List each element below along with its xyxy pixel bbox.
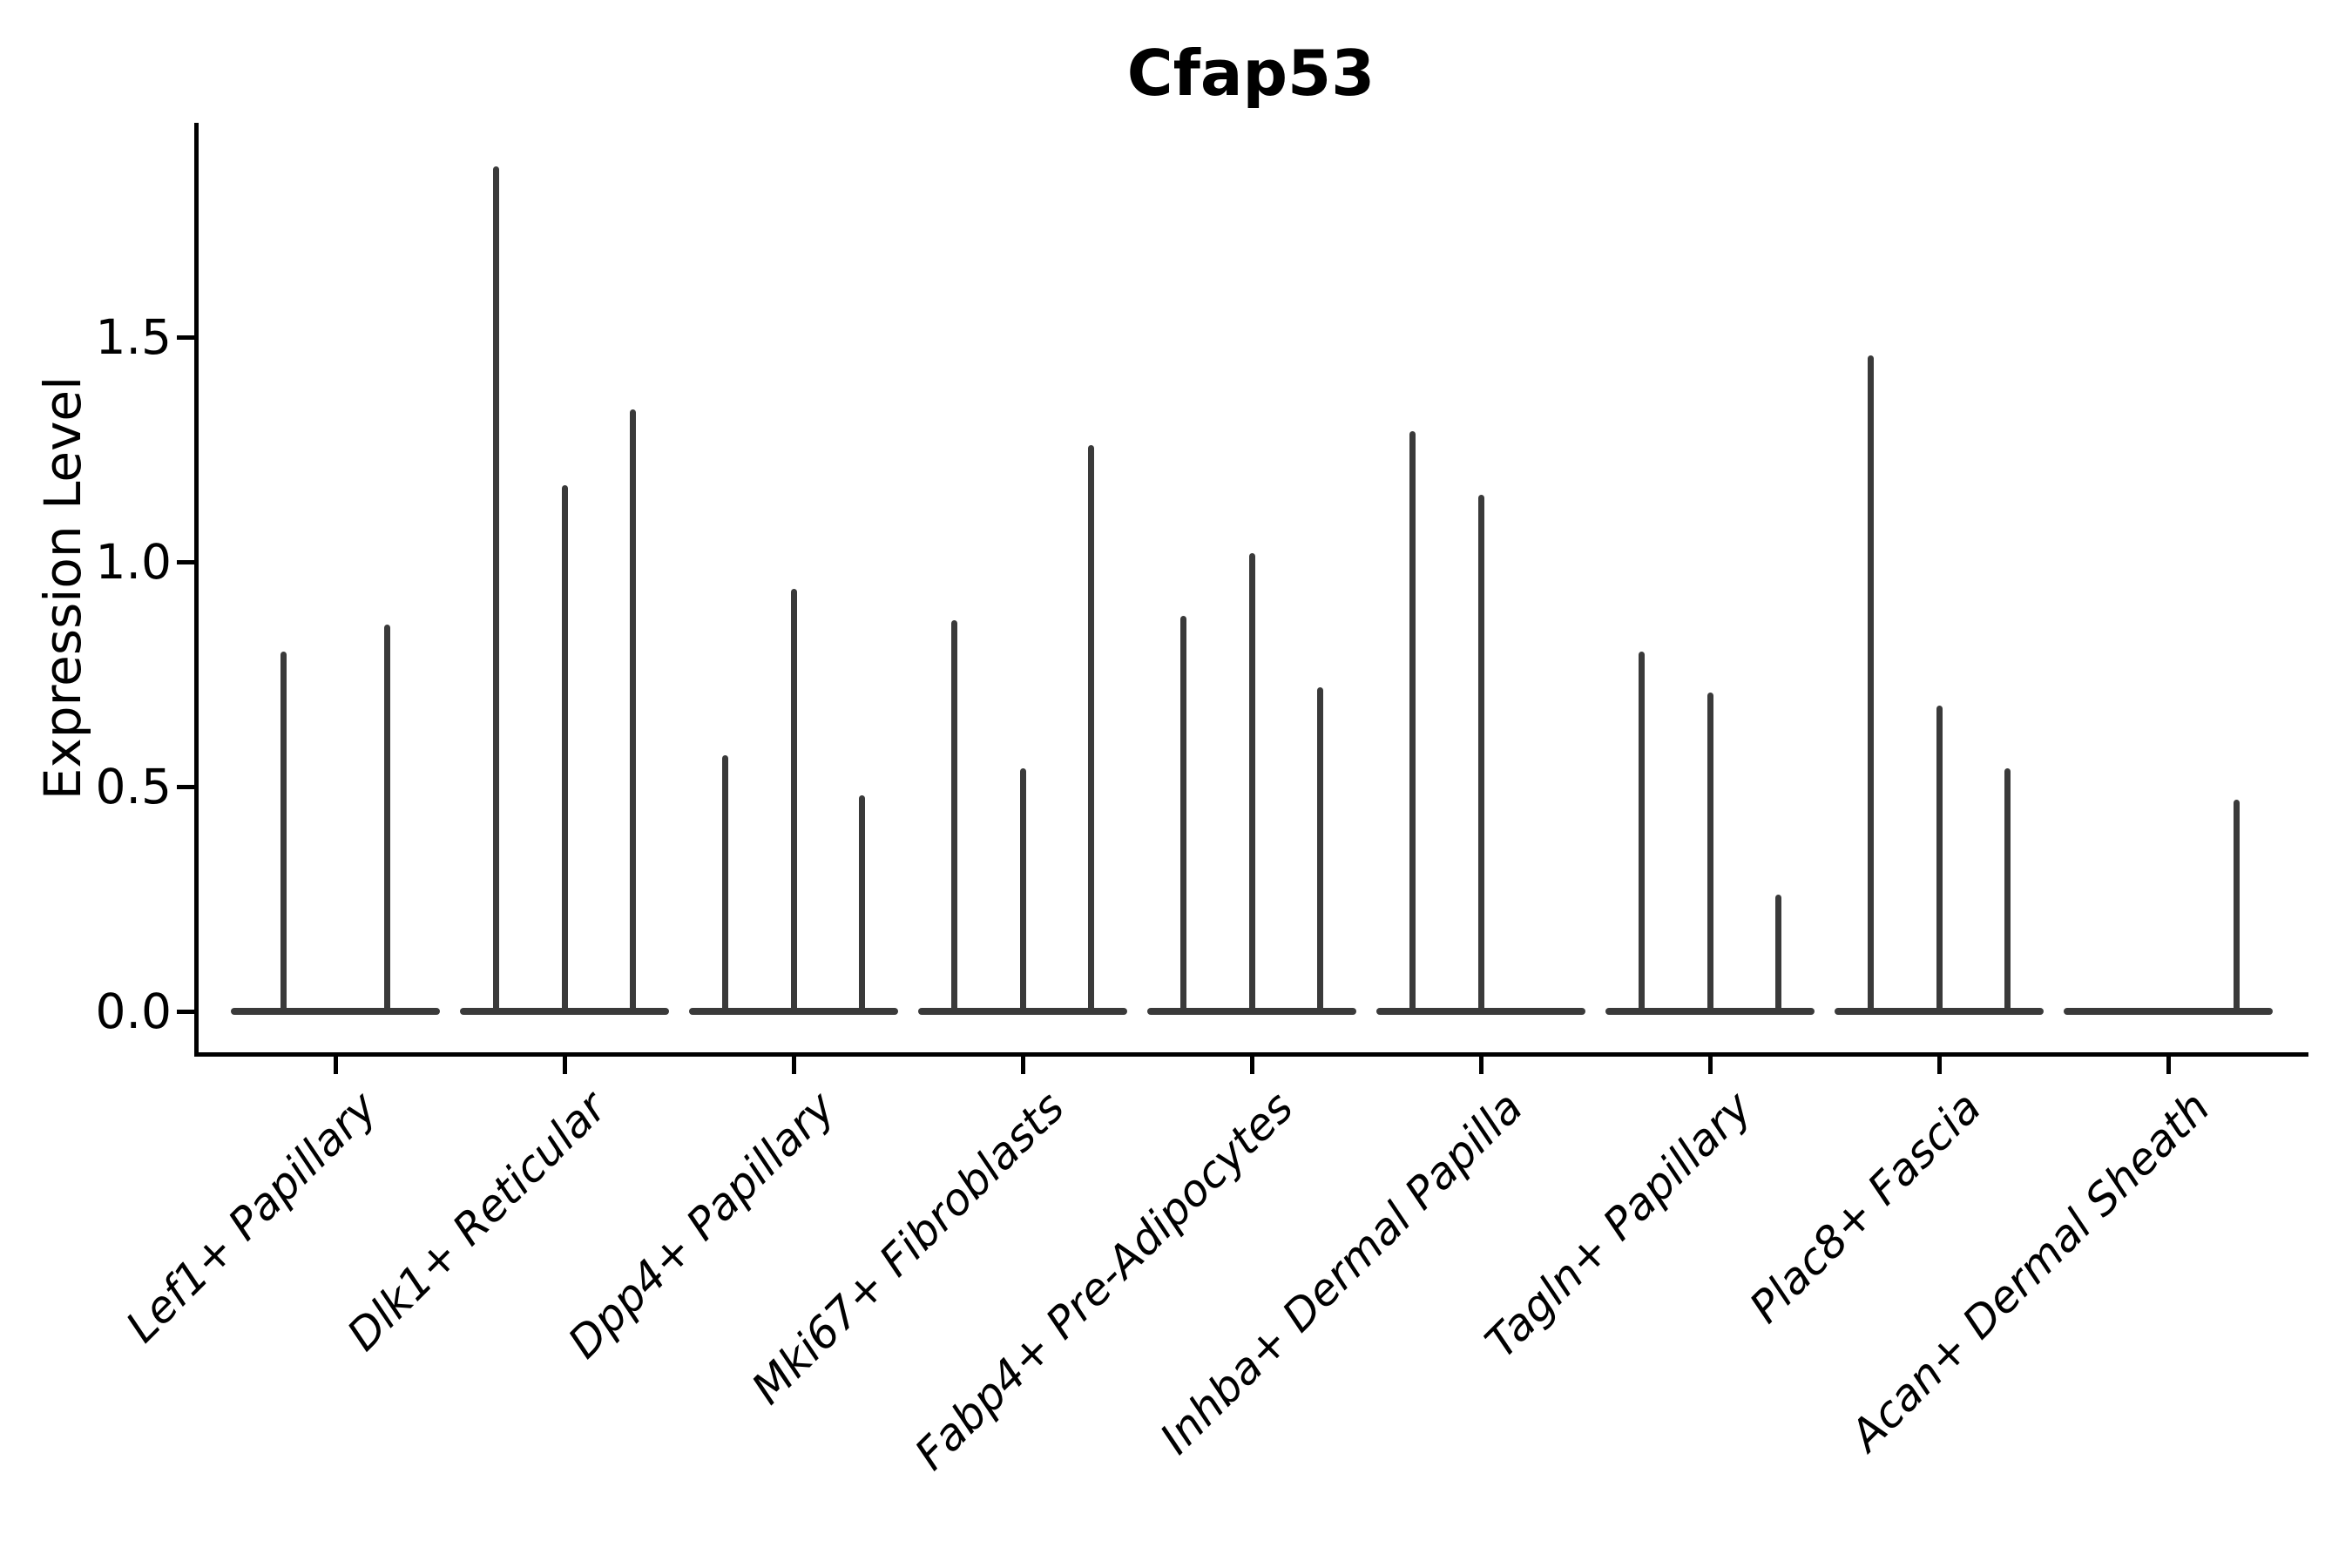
y-tick-label: 0.5 [95, 759, 172, 814]
x-tick-mark [1707, 1057, 1713, 1074]
y-tick-mark [177, 784, 194, 789]
x-tick-label: Plac8+ Fascia [1740, 1082, 1991, 1333]
violin-spike [492, 166, 499, 1015]
violin-spike [790, 588, 797, 1015]
violin-spike [1477, 494, 1484, 1015]
violin-spike [1088, 444, 1095, 1015]
violin-spike [1867, 355, 1874, 1015]
violin-spike [1019, 768, 1026, 1015]
y-tick-mark [177, 335, 194, 340]
violin-spike [1936, 706, 1943, 1015]
y-tick-mark [177, 1009, 194, 1014]
violin-baseline [231, 1008, 440, 1015]
violin-spike [383, 625, 390, 1015]
y-tick-label: 1.0 [95, 534, 172, 590]
plot-title: Cfap53 [1126, 37, 1375, 110]
violin-spike [1179, 615, 1186, 1015]
violin-spike [1775, 894, 1782, 1015]
x-tick-mark [562, 1057, 567, 1074]
violin-spike [2004, 768, 2011, 1015]
x-tick-label: Inhba+ Dermal Papilla [1150, 1082, 1533, 1464]
violin-spike [950, 620, 957, 1015]
x-axis-spine [194, 1052, 2308, 1057]
y-tick-label: 1.5 [95, 309, 172, 365]
violin-spike [2234, 800, 2240, 1015]
violin-spike [561, 485, 568, 1015]
violin-spike [1317, 687, 1324, 1015]
violin-baseline [2064, 1008, 2273, 1015]
violin-spike [1707, 692, 1713, 1015]
violin-spike [721, 754, 728, 1015]
x-tick-mark [791, 1057, 796, 1074]
x-tick-mark [1478, 1057, 1484, 1074]
x-tick-mark [1249, 1057, 1254, 1074]
violin-spike [280, 652, 287, 1015]
x-tick-mark [2166, 1057, 2171, 1074]
x-tick-mark [1936, 1057, 1942, 1074]
violin-spike [630, 409, 637, 1015]
y-tick-mark [177, 559, 194, 564]
violin-spike [1409, 431, 1416, 1015]
x-tick-mark [333, 1057, 338, 1074]
x-tick-label: Lef1+ Papillary [116, 1082, 388, 1353]
y-axis-spine [194, 123, 199, 1057]
x-tick-mark [1020, 1057, 1025, 1074]
violin-spike [1638, 652, 1645, 1015]
x-tick-label: Fabp4+ Pre-Adipocytes [905, 1082, 1304, 1480]
y-tick-label: 0.0 [95, 983, 172, 1039]
violin-spike [859, 795, 866, 1015]
violin-spike [1248, 552, 1255, 1015]
